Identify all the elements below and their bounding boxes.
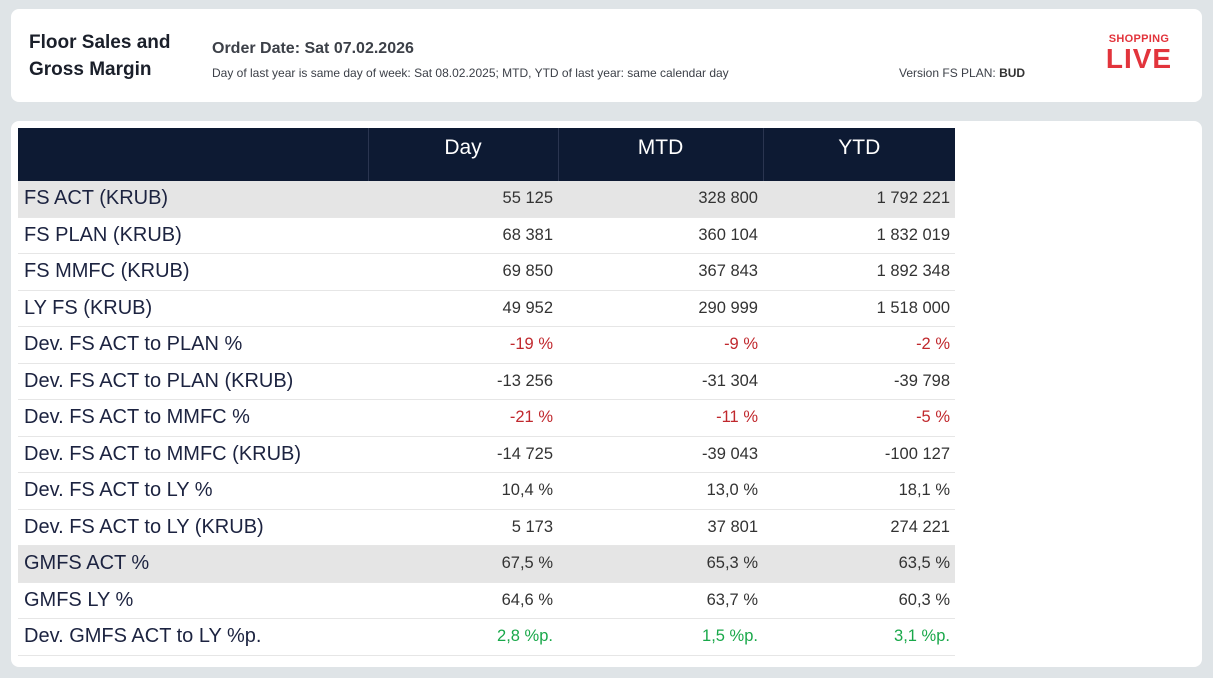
table-row: Dev. FS ACT to MMFC % -21 % -11 % -5 % [18, 399, 955, 437]
cell-mtd: 367 843 [558, 253, 763, 291]
table-row: Dev. GMFS ACT to LY %p. 2,8 %p. 1,5 %p. 3,1… [18, 618, 955, 656]
report-title-line2: Gross Margin [29, 59, 152, 80]
cell-day: -14 725 [368, 436, 558, 473]
cell-day: 55 125 [368, 181, 558, 218]
table-card: Day MTD YTD FS ACT (KRUB) 55 125 328 800 1 … [11, 121, 1202, 667]
cell-mtd: 1,5 %p. [558, 618, 763, 656]
cell-mtd: 328 800 [558, 181, 763, 218]
row-label: FS MMFC (KRUB) [18, 253, 368, 291]
report-title: Floor Sales and Gross Margin [29, 29, 170, 83]
cell-mtd: -11 % [558, 399, 763, 437]
cell-day: 5 173 [368, 509, 558, 546]
cell-mtd: 37 801 [558, 509, 763, 546]
cell-ytd: 60,3 % [763, 582, 955, 619]
row-label: Dev. FS ACT to MMFC % [18, 399, 368, 437]
cell-ytd: 3,1 %p. [763, 618, 955, 656]
table-header-row: Day MTD YTD [18, 128, 955, 181]
cell-mtd: 290 999 [558, 290, 763, 327]
table-row: FS MMFC (KRUB) 69 850 367 843 1 892 348 [18, 253, 955, 291]
shopping-live-logo: SHOPPING LIVE [1099, 33, 1179, 73]
table-row: LY FS (KRUB) 49 952 290 999 1 518 000 [18, 290, 955, 327]
cell-day: 49 952 [368, 290, 558, 327]
cell-mtd: 360 104 [558, 217, 763, 254]
logo-text-shopping: SHOPPING [1108, 33, 1170, 45]
row-label: FS ACT (KRUB) [18, 181, 368, 218]
table-row: FS PLAN (KRUB) 68 381 360 104 1 832 019 [18, 217, 955, 254]
column-header-label [18, 128, 369, 181]
cell-ytd: 18,1 % [763, 472, 955, 510]
cell-day: 68 381 [368, 217, 558, 254]
table-row: Dev. FS ACT to LY % 10,4 % 13,0 % 18,1 % [18, 472, 955, 510]
table-row: Dev. FS ACT to MMFC (KRUB) -14 725 -39 043… [18, 436, 955, 473]
cell-day: 69 850 [368, 253, 558, 291]
version-label: Version FS PLAN: [899, 66, 996, 80]
table-row: FS ACT (KRUB) 55 125 328 800 1 792 221 [18, 181, 955, 218]
cell-mtd: 65,3 % [558, 545, 763, 583]
table-row: GMFS LY % 64,6 % 63,7 % 60,3 % [18, 582, 955, 619]
cell-mtd: 63,7 % [558, 582, 763, 619]
table-row: Dev. FS ACT to PLAN (KRUB) -13 256 -31 304… [18, 363, 955, 400]
header-card: Floor Sales and Gross Margin Order Date:… [11, 9, 1202, 102]
cell-day: 64,6 % [368, 582, 558, 619]
cell-day: -13 256 [368, 363, 558, 400]
cell-ytd: 274 221 [763, 509, 955, 546]
logo-text-live: LIVE [1105, 43, 1173, 74]
cell-ytd: 63,5 % [763, 545, 955, 583]
cell-ytd: -39 798 [763, 363, 955, 400]
version-info: Version FS PLAN: BUD [899, 66, 1025, 80]
cell-ytd: -100 127 [763, 436, 955, 473]
cell-ytd: 1 832 019 [763, 217, 955, 254]
row-label: FS PLAN (KRUB) [18, 217, 368, 254]
cell-day: 2,8 %p. [368, 618, 558, 656]
cell-day: 10,4 % [368, 472, 558, 510]
sales-table: Day MTD YTD FS ACT (KRUB) 55 125 328 800 1 … [18, 128, 955, 656]
cell-day: 67,5 % [368, 545, 558, 583]
cell-mtd: -9 % [558, 326, 763, 364]
version-value: BUD [999, 66, 1026, 80]
report-title-line1: Floor Sales and [29, 32, 171, 53]
column-header-ytd[interactable]: YTD [763, 128, 955, 181]
cell-day: -19 % [368, 326, 558, 364]
cell-day: -21 % [368, 399, 558, 437]
comparison-note: Day of last year is same day of week: Sa… [212, 66, 729, 80]
row-label: Dev. FS ACT to PLAN % [18, 326, 368, 364]
row-label: Dev. FS ACT to PLAN (KRUB) [18, 363, 368, 400]
table-row: GMFS ACT % 67,5 % 65,3 % 63,5 % [18, 545, 955, 583]
column-header-mtd[interactable]: MTD [558, 128, 764, 181]
row-label: Dev. FS ACT to LY % [18, 472, 368, 510]
table-row: Dev. FS ACT to LY (KRUB) 5 173 37 801 274 2… [18, 509, 955, 546]
row-label: GMFS LY % [18, 582, 368, 619]
row-label: Dev. FS ACT to LY (KRUB) [18, 509, 368, 546]
row-label: Dev. FS ACT to MMFC (KRUB) [18, 436, 368, 473]
row-label: LY FS (KRUB) [18, 290, 368, 327]
table-body: FS ACT (KRUB) 55 125 328 800 1 792 221 FS PL… [18, 181, 955, 656]
cell-mtd: -39 043 [558, 436, 763, 473]
row-label: Dev. GMFS ACT to LY %p. [18, 618, 368, 656]
cell-ytd: 1 792 221 [763, 181, 955, 218]
order-date: Order Date: Sat 07.02.2026 [212, 40, 414, 57]
column-header-day[interactable]: Day [368, 128, 559, 181]
row-label: GMFS ACT % [18, 545, 368, 583]
cell-mtd: 13,0 % [558, 472, 763, 510]
cell-ytd: 1 892 348 [763, 253, 955, 291]
cell-ytd: 1 518 000 [763, 290, 955, 327]
table-row: Dev. FS ACT to PLAN % -19 % -9 % -2 % [18, 326, 955, 364]
cell-ytd: -2 % [763, 326, 955, 364]
cell-ytd: -5 % [763, 399, 955, 437]
cell-mtd: -31 304 [558, 363, 763, 400]
